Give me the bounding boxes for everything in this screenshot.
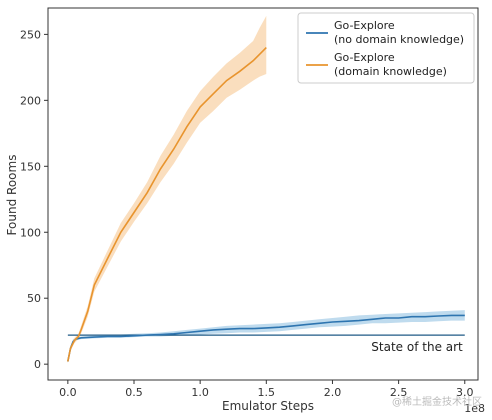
series-1-line (67, 47, 267, 362)
x-tick-label: 2.0 (324, 386, 342, 399)
y-tick-label: 50 (27, 292, 41, 305)
x-axis-ticks: 0.0 0.5 1.0 1.5 2.0 2.5 3.0 (59, 380, 474, 399)
y-tick-label: 150 (20, 160, 41, 173)
x-tick-label: 3.0 (456, 386, 474, 399)
legend-label-0: (no domain knowledge) (334, 33, 464, 46)
confidence-bands (67, 15, 465, 363)
y-tick-label: 100 (20, 226, 41, 239)
series-0-line (67, 314, 465, 362)
legend-label-1: Go-Explore (334, 51, 395, 64)
legend-box (297, 12, 475, 84)
y-axis-label: Found Rooms (5, 155, 19, 236)
y-tick-label: 0 (34, 358, 41, 371)
x-tick-label: 0.0 (59, 386, 77, 399)
y-tick-label: 250 (20, 28, 41, 41)
legend: Go-Explore(no domain knowledge)Go-Explor… (297, 12, 475, 84)
series-lines (67, 47, 465, 362)
x-tick-label: 2.5 (390, 386, 408, 399)
x-axis-label: Emulator Steps (222, 399, 314, 413)
x-axis-scale-label: 1e8 (464, 402, 485, 415)
watermark-text: @稀土掘金技术社区 (392, 395, 482, 408)
legend-label-1: (domain knowledge) (334, 65, 447, 78)
series-1-band (67, 15, 267, 363)
legend-label-0: Go-Explore (334, 19, 395, 32)
annotations: State of the art (371, 340, 463, 354)
y-tick-label: 200 (20, 94, 41, 107)
plot-frame (47, 7, 479, 381)
state-of-the-art-label: State of the art (371, 340, 463, 354)
x-tick-label: 1.0 (191, 386, 209, 399)
x-tick-label: 0.5 (125, 386, 143, 399)
y-axis-ticks: 0 50 100 150 200 250 (20, 28, 48, 371)
series-0-band (67, 310, 465, 363)
x-tick-label: 1.5 (258, 386, 276, 399)
plot-border (47, 7, 479, 381)
